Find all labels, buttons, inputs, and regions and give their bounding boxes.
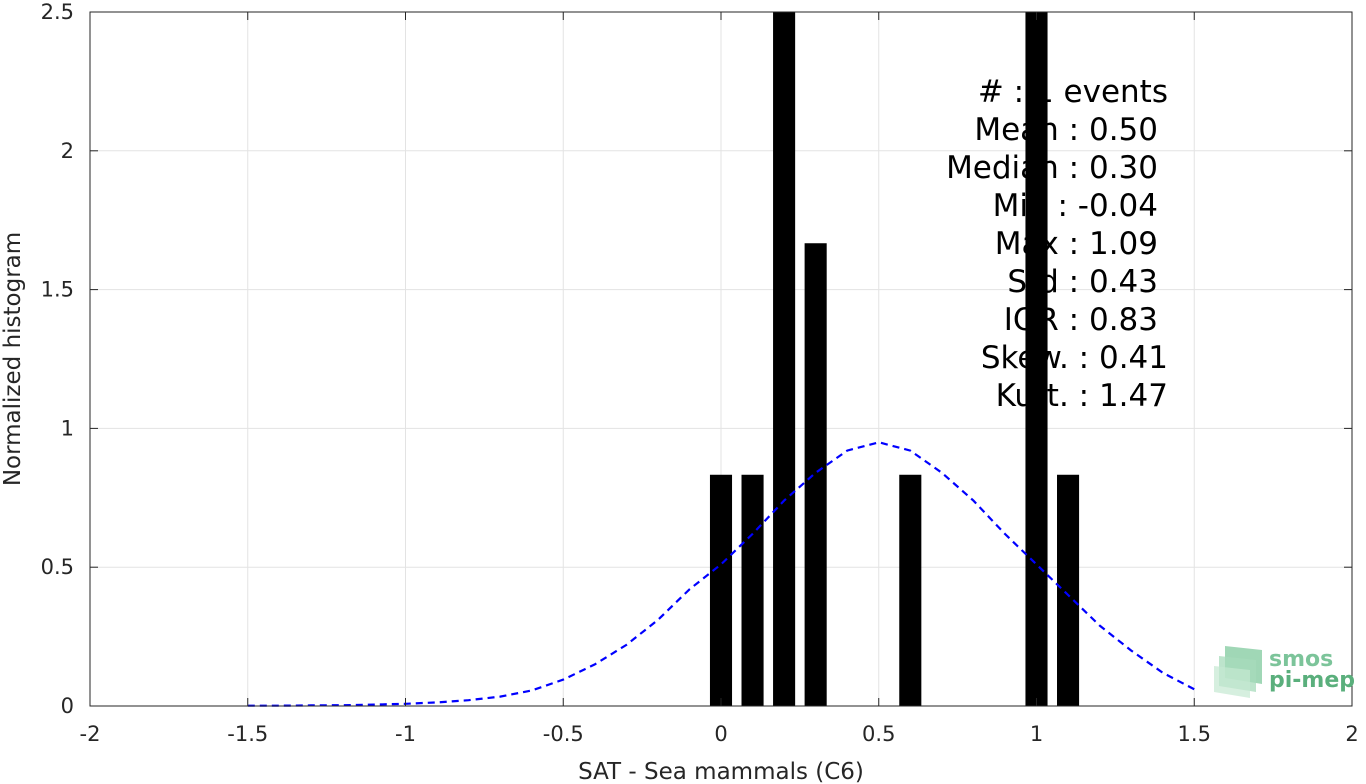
stats-line: Skew. : 0.41 [981, 340, 1168, 376]
stats-line: Max : 1.09 [995, 226, 1158, 262]
x-tick-label: 2 [1345, 722, 1358, 746]
logo-text-smos: smos [1269, 647, 1333, 672]
smos-pi-mep-logo: smos pi-mep [1214, 646, 1355, 698]
logo-text-pi-mep: pi-mep [1269, 668, 1355, 693]
stats-line: IQR : 0.83 [1004, 302, 1158, 338]
y-axis-label: Normalized histogram [0, 232, 26, 486]
y-tick-label: 0.5 [41, 555, 74, 579]
y-tick-label: 1.5 [41, 278, 74, 302]
y-tick-labels: 0 0.5 1 1.5 2 2.5 [41, 0, 74, 718]
stats-line: Std : 0.43 [1007, 264, 1158, 300]
axis-ticks [89, 11, 1353, 707]
y-tick-label: 0 [61, 694, 74, 718]
y-tick-label: 2 [61, 139, 74, 163]
histogram-bars [709, 12, 1080, 707]
stats-line: Median : 0.30 [946, 150, 1158, 186]
x-tick-label: 1.5 [1178, 722, 1211, 746]
stats-line: Mean : 0.50 [974, 112, 1158, 148]
histogram-bar [804, 243, 827, 707]
x-tick-label: -1.5 [227, 722, 268, 746]
histogram-bar [709, 474, 733, 706]
x-tick-label: 0.5 [862, 722, 895, 746]
logo-layers-icon [1214, 646, 1262, 698]
histogram-bar [741, 474, 764, 706]
x-tick-label: -1 [395, 722, 416, 746]
stats-line: Min : -0.04 [993, 188, 1158, 224]
x-tick-labels: -2 -1.5 -1 -0.5 0 0.5 1 1.5 2 [80, 722, 1359, 746]
histogram-bar [899, 474, 922, 706]
histogram-bar [1025, 12, 1048, 706]
x-tick-label: -0.5 [543, 722, 584, 746]
x-tick-label: 1 [1030, 722, 1043, 746]
y-tick-label: 2.5 [41, 0, 74, 24]
histogram-bar [1057, 474, 1080, 706]
histogram-bar [773, 12, 796, 706]
stats-line: Kurt. : 1.47 [996, 378, 1168, 414]
stats-line: # : 1 events [978, 74, 1168, 110]
y-tick-label: 1 [61, 416, 74, 440]
x-tick-label: 0 [714, 722, 727, 746]
x-tick-label: -2 [80, 722, 101, 746]
x-axis-label: SAT - Sea mammals (C6) [578, 759, 864, 784]
